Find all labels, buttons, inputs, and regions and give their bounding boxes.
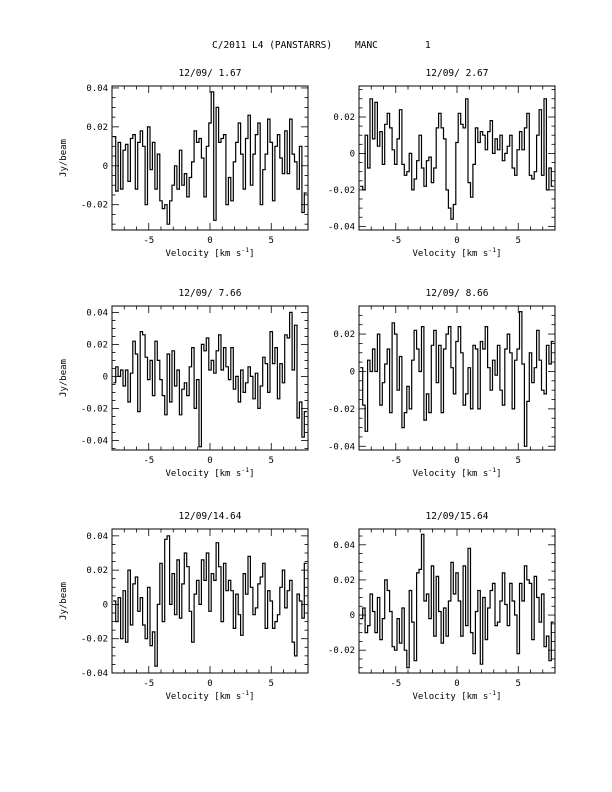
header-receiver: MANC	[355, 40, 378, 51]
y-tick-label: 0.04	[86, 532, 108, 542]
spectrum-series	[113, 311, 307, 448]
y-tick-label: -0.04	[81, 669, 108, 679]
y-tick-label: -0.02	[81, 404, 108, 414]
x-tick-label: -5	[143, 236, 154, 246]
x-tick-label: 5	[516, 456, 521, 466]
header-object: C/2011 L4 (PANSTARRS)	[212, 40, 332, 51]
y-tick-label: 0	[103, 600, 108, 610]
spectrum-series	[113, 535, 307, 667]
plot-frame	[111, 305, 309, 451]
x-axis-label-exponent: -1	[488, 689, 496, 697]
x-tick-label: 0	[454, 456, 459, 466]
y-tick-label: -0.04	[328, 222, 355, 232]
x-axis-label-exponent: -1	[488, 246, 496, 254]
y-tick-label: 0.04	[86, 84, 108, 94]
y-tick-label: 0	[350, 149, 355, 159]
panel-title: 12/09/15.64	[426, 511, 489, 522]
y-tick-label: 0.02	[86, 340, 108, 350]
x-tick-label: 0	[454, 236, 459, 246]
x-tick-label: -5	[390, 456, 401, 466]
panel-title: 12/09/ 8.66	[426, 288, 489, 299]
y-tick-label: 0.04	[86, 308, 108, 318]
x-axis-label: Velocity [km s-1]	[165, 246, 254, 259]
y-tick-label: -0.04	[328, 442, 355, 452]
x-tick-label: 0	[207, 236, 212, 246]
x-axis-label: Velocity [km s-1]	[165, 689, 254, 702]
panel-title: 12/09/ 1.67	[179, 68, 242, 79]
x-tick-label: -5	[143, 456, 154, 466]
x-tick-label: 5	[516, 679, 521, 689]
panel-title: 12/09/ 2.67	[426, 68, 489, 79]
x-axis-label: Velocity [km s-1]	[412, 689, 501, 702]
x-tick-label: 5	[516, 236, 521, 246]
plot-frame	[358, 528, 556, 674]
x-tick-label: 0	[454, 679, 459, 689]
spectrum-panel: -5 0 5 -0.04 -0.02 0 0.02 12/09/ 8.66 Velocity […	[328, 288, 556, 479]
y-tick-label: -0.02	[81, 635, 108, 645]
plot-frame	[358, 85, 556, 231]
spectrum-series	[360, 533, 554, 669]
y-tick-label: 0	[350, 367, 355, 377]
spectrum-panel: -5 0 5 -0.02 0 0.02 0.04 12/09/ 1.67 Velocity [k…	[59, 68, 309, 259]
y-tick-label: -0.02	[81, 201, 108, 211]
spectrum-panel: -5 0 5 -0.04 -0.02 0 0.02 0.04 12/09/14.64 Veloci…	[59, 511, 309, 702]
y-tick-label: 0.02	[86, 566, 108, 576]
y-tick-label: -0.02	[328, 186, 355, 196]
plot-frame	[358, 305, 556, 451]
x-tick-label: -5	[143, 679, 154, 689]
y-tick-label: 0.02	[86, 123, 108, 133]
y-axis-label: Jy/beam	[59, 139, 69, 177]
spectrum-series	[113, 91, 307, 225]
y-tick-label: 0.02	[333, 330, 355, 340]
header-page-number: 1	[425, 40, 431, 51]
x-axis-label: Velocity [km s-1]	[165, 466, 254, 479]
y-tick-label: 0	[103, 372, 108, 382]
y-tick-label: -0.02	[328, 405, 355, 415]
plot-frame	[111, 528, 309, 674]
y-axis-label: Jy/beam	[59, 582, 69, 620]
y-tick-label: 0	[350, 611, 355, 621]
panel-title: 12/09/ 7.66	[179, 288, 242, 299]
x-tick-label: 5	[269, 679, 274, 689]
x-axis-label-exponent: -1	[241, 689, 249, 697]
x-axis-label-exponent: -1	[488, 466, 496, 474]
x-axis-label: Velocity [km s-1]	[412, 466, 501, 479]
x-tick-label: 0	[207, 679, 212, 689]
spectrum-panels: -5 0 5 -0.02 0 0.02 0.04 12/09/ 1.67 Velocity [k…	[59, 68, 556, 702]
y-tick-label: 0	[103, 162, 108, 172]
y-tick-label: -0.04	[81, 436, 108, 446]
x-tick-label: -5	[390, 679, 401, 689]
plot-frame	[111, 85, 309, 231]
y-tick-label: 0.02	[333, 113, 355, 123]
spectrum-series	[360, 311, 554, 447]
x-tick-label: -5	[390, 236, 401, 246]
spectrum-series	[360, 98, 554, 220]
spectrum-panel: -5 0 5 -0.04 -0.02 0 0.02 12/09/ 2.67 Velocity […	[328, 68, 556, 259]
y-tick-label: 0.04	[333, 541, 355, 551]
y-tick-label: 0.02	[333, 576, 355, 586]
x-axis-label: Velocity [km s-1]	[412, 246, 501, 259]
y-axis-label: Jy/beam	[59, 359, 69, 397]
x-tick-label: 5	[269, 456, 274, 466]
x-axis-label-exponent: -1	[241, 466, 249, 474]
x-tick-label: 5	[269, 236, 274, 246]
spectrum-panel: -5 0 5 -0.04 -0.02 0 0.02 0.04 12/09/ 7.66 Veloci…	[59, 288, 309, 479]
spectrum-panel: -5 0 5 -0.02 0 0.02 0.04 12/09/15.64 Velocity [k…	[328, 511, 556, 702]
x-tick-label: 0	[207, 456, 212, 466]
y-tick-label: -0.02	[328, 646, 355, 656]
panel-title: 12/09/14.64	[179, 511, 242, 522]
x-axis-label-exponent: -1	[241, 246, 249, 254]
